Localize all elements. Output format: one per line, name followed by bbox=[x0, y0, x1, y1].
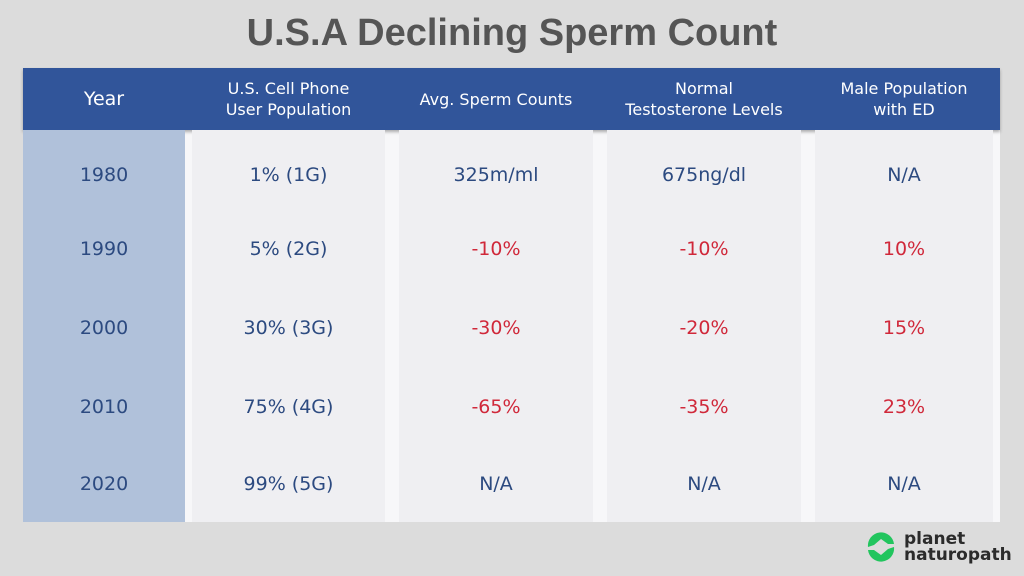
column-header: Avg. Sperm Counts bbox=[419, 89, 573, 109]
table-cell: 1% (1G) bbox=[249, 164, 328, 186]
table-column: 675ng/dl -10% -20% -35% N/A bbox=[600, 130, 808, 522]
table-cell: 325m/ml bbox=[453, 164, 539, 186]
year-cell: 1980 bbox=[79, 164, 129, 186]
table-cell: N/A bbox=[887, 473, 921, 495]
logo-line-1: planet bbox=[904, 529, 966, 549]
page-title: U.S.A Declining Sperm Count bbox=[246, 12, 778, 54]
column-header: Male Population with ED bbox=[840, 79, 968, 119]
table-column: 325m/ml -10% -30% -65% N/A bbox=[392, 130, 600, 522]
table-cell: -10% bbox=[471, 238, 521, 260]
table-cell: -35% bbox=[679, 396, 729, 418]
table-header: Year U.S. Cell Phone User Population Avg. … bbox=[23, 68, 1000, 130]
column-header: Year bbox=[83, 87, 125, 110]
year-cell: 2020 bbox=[79, 473, 129, 495]
table-cell: N/A bbox=[479, 473, 513, 495]
leaf-swirl-icon bbox=[867, 532, 895, 562]
table-cell: -30% bbox=[471, 317, 521, 339]
planet-naturopath-logo: planet naturopath bbox=[864, 530, 1012, 564]
table-cell: 75% (4G) bbox=[243, 396, 334, 418]
table-cell: 15% bbox=[882, 317, 926, 339]
column-header: U.S. Cell Phone User Population bbox=[225, 79, 352, 119]
table-cell: -10% bbox=[679, 238, 729, 260]
table-cell: N/A bbox=[687, 473, 721, 495]
table-cell: 23% bbox=[882, 396, 926, 418]
year-cell: 2000 bbox=[79, 317, 129, 339]
table-column: 1980 1990 2000 2010 2020 bbox=[23, 130, 185, 522]
column-header: Normal Testosterone Levels bbox=[625, 79, 783, 119]
logo-line-2: naturopath bbox=[904, 545, 1012, 565]
table-cell: 5% (2G) bbox=[249, 238, 328, 260]
table-cell: 675ng/dl bbox=[661, 164, 747, 186]
table-cell: 30% (3G) bbox=[243, 317, 334, 339]
table-cell: 10% bbox=[882, 238, 926, 260]
year-cell: 2010 bbox=[79, 396, 129, 418]
table-cell: N/A bbox=[887, 164, 921, 186]
table-cell: -65% bbox=[471, 396, 521, 418]
year-cell: 1990 bbox=[79, 238, 129, 260]
table-column: 1% (1G) 5% (2G) 30% (3G) 75% (4G) 99% (5G) bbox=[185, 130, 392, 522]
data-table: Year U.S. Cell Phone User Population Avg. … bbox=[23, 68, 1000, 522]
table-column: N/A 10% 15% 23% N/A bbox=[808, 130, 1000, 522]
table-cell: -20% bbox=[679, 317, 729, 339]
table-cell: 99% (5G) bbox=[243, 473, 334, 495]
table-body: 1980 1990 2000 2010 2020 1% (1G) 5% (2G) 30% (3… bbox=[23, 130, 1000, 522]
